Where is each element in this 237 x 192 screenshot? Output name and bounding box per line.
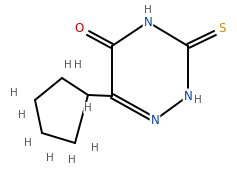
Text: N: N [144,16,152,28]
Text: H: H [68,155,76,165]
Text: H: H [144,5,152,15]
Text: H: H [64,60,72,70]
Text: H: H [84,103,92,113]
Text: H: H [194,95,202,105]
Text: H: H [18,110,26,120]
Text: H: H [91,143,99,153]
Text: N: N [184,89,192,103]
Text: H: H [74,60,82,70]
Text: O: O [74,22,84,35]
Text: H: H [46,153,54,163]
Text: H: H [24,138,32,148]
Text: N: N [151,113,159,127]
Text: S: S [218,22,226,35]
Text: H: H [10,88,18,98]
